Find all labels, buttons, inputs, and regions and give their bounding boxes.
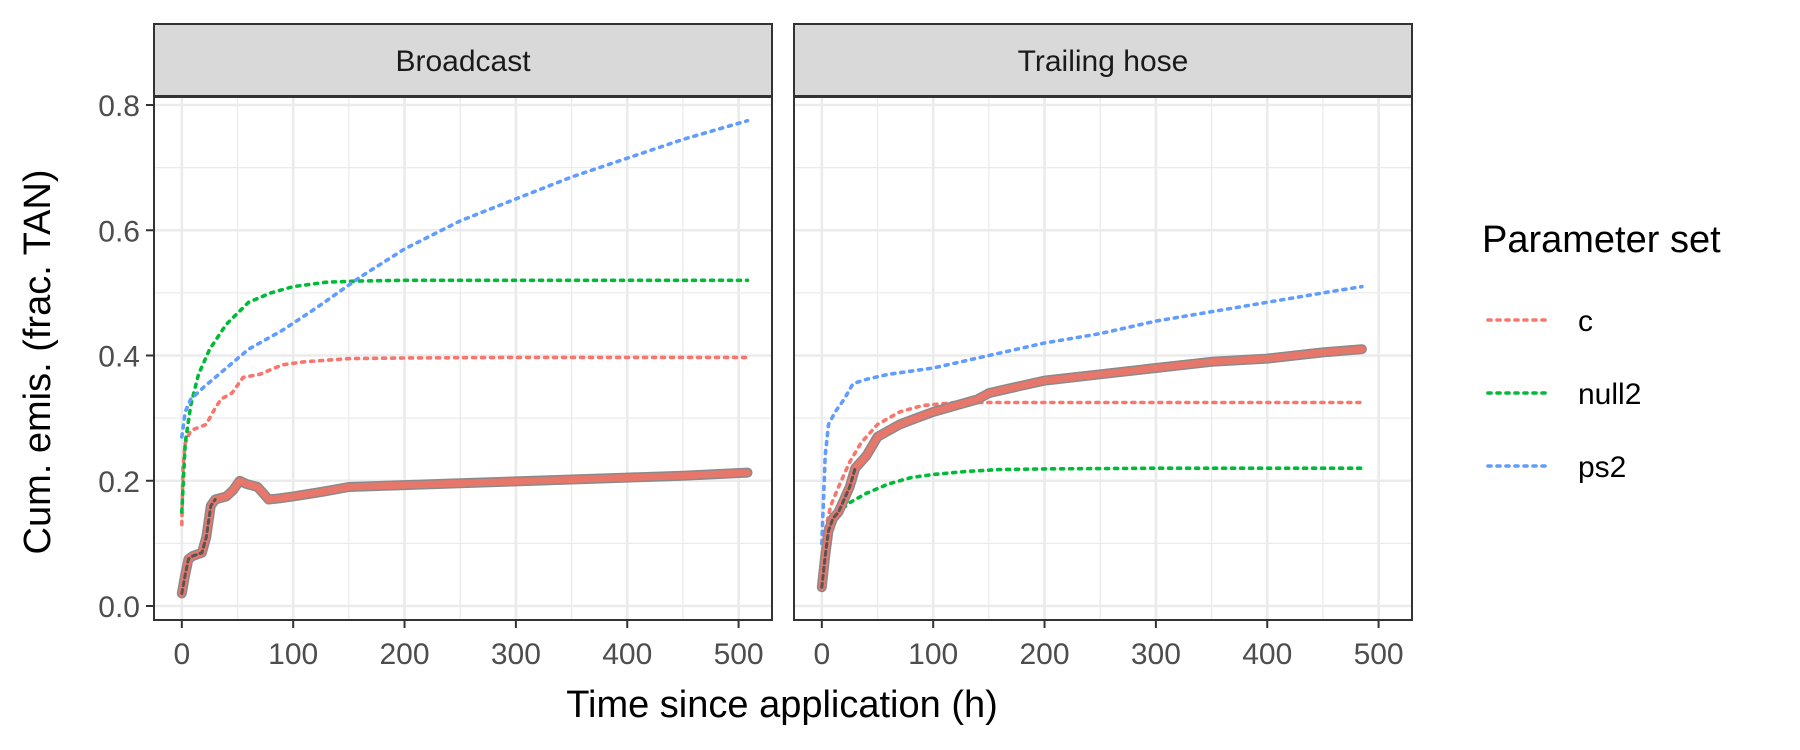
facet-strip (793, 23, 1413, 97)
series-line-ps2 (180, 118, 750, 439)
observed-line (818, 345, 1366, 591)
y-axis-title: Cum. emis. (frac. TAN) (17, 170, 59, 555)
gridlines (154, 97, 772, 620)
y-tick-label: 0.8 (98, 90, 140, 123)
x-axis-title: Time since application (h) (566, 684, 998, 726)
x-tick-label: 200 (380, 638, 430, 671)
legend-label: ps2 (1578, 451, 1626, 484)
legend-label: c (1578, 305, 1593, 338)
x-tick-label: 0 (813, 638, 830, 671)
series-line-null2 (180, 278, 750, 514)
y-tick-label: 0.0 (98, 591, 140, 624)
x-tick-label: 400 (1242, 638, 1292, 671)
panel-trailing-hose: Trailing hose 0 100 200 300 400 500 (793, 23, 1413, 671)
y-tick-label: 0.2 (98, 466, 140, 499)
observed-early-segment (180, 498, 217, 595)
y-tick-label: 0.4 (98, 341, 140, 374)
panel-broadcast: Broadcast 0 100 200 300 400 500 0.0 0.2 0.4 0.6 0.8 (98, 23, 773, 671)
facet-strip-label: Broadcast (395, 45, 531, 78)
legend-item-c: c (1486, 305, 1593, 338)
series-line-c (180, 355, 750, 527)
facet-strip-label: Trailing hose (1018, 45, 1189, 78)
x-tick-label: 500 (1354, 638, 1404, 671)
legend-item-ps2: ps2 (1486, 451, 1626, 484)
x-tick-label: 100 (908, 638, 958, 671)
panel-border (153, 96, 773, 621)
x-tick-label: 300 (491, 638, 541, 671)
y-tick-label: 0.6 (98, 215, 140, 248)
series-line-c (820, 400, 1364, 577)
x-tick-label: 500 (714, 638, 764, 671)
panel-border (793, 96, 1413, 621)
x-tick-label: 300 (1131, 638, 1181, 671)
observed-early-segment (820, 466, 857, 589)
x-tick-label: 100 (268, 638, 318, 671)
panel-background (794, 97, 1412, 620)
legend: c null2 ps2 (1486, 305, 1641, 484)
facet-strip (153, 23, 773, 97)
legend-item-null2: null2 (1486, 378, 1641, 411)
x-tick-label: 200 (1020, 638, 1070, 671)
x-tick-label: 400 (602, 638, 652, 671)
x-tick-label: 0 (173, 638, 190, 671)
legend-title: Parameter set (1482, 219, 1721, 261)
gridlines (794, 97, 1412, 620)
panels-layer: Broadcast 0 100 200 300 400 500 0.0 0.2 0.4 0.6 0.8… (98, 23, 1413, 671)
legend-label: null2 (1578, 378, 1641, 411)
series-line-ps2 (820, 284, 1364, 546)
